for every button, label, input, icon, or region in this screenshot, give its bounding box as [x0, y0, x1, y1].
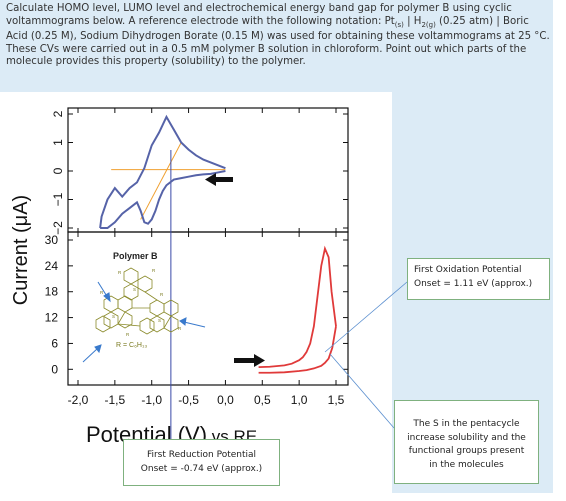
y-tick-label-bottom: 24 [45, 259, 59, 273]
y-tick-label-bottom: 30 [45, 233, 59, 247]
svg-text:S: S [112, 314, 115, 319]
svg-text:S: S [158, 318, 161, 323]
solubility-callout-line4: in the molecules [429, 459, 504, 470]
y-tick-label-bottom: 12 [45, 311, 59, 325]
svg-text:R: R [160, 292, 164, 297]
svg-text:R: R [118, 270, 122, 275]
bottom-cv-curve-reverse [258, 326, 337, 374]
figure-panel [0, 92, 392, 493]
molecule-structure [95, 267, 179, 335]
svg-text:S: S [133, 287, 136, 292]
reduction-tangent-line [140, 142, 182, 220]
blue-arrow-upper [97, 281, 111, 303]
top-cv-curve-forward [99, 114, 226, 229]
top-cv-curve-reverse [100, 170, 226, 229]
y-tick-label-top: 0 [51, 167, 65, 174]
scan-direction-arrow-right [234, 354, 265, 367]
oxidation-callout-line2: Onset = 1.11 eV (approx.) [414, 278, 533, 289]
x-tick-label: -0,5 [178, 393, 199, 407]
reduction-onset-callout: First Reduction Potential Onset = -0.74 … [123, 439, 280, 486]
y-tick-label-bottom: 6 [51, 336, 58, 350]
svg-text:R: R [152, 268, 156, 273]
blue-arrow-right [179, 317, 206, 328]
question-text: Calculate HOMO level, LUMO level and ele… [6, 3, 550, 68]
x-tick-label: -1,5 [105, 393, 126, 407]
solubility-callout-line1: The S in the pentacycle [413, 419, 520, 429]
solubility-callout-line3: functional groups present [408, 446, 525, 456]
reduction-callout-line2: Onset = -0.74 eV (approx.) [140, 463, 263, 474]
oxidation-callout-line1: First Oxidation Potential [414, 265, 522, 275]
svg-text:R: R [126, 332, 130, 337]
y-tick-label-bottom: 0 [51, 362, 58, 376]
svg-text:R: R [178, 326, 182, 331]
x-tick-label: 0,5 [254, 393, 271, 407]
x-tick-label: 0,0 [217, 393, 234, 407]
y-tick-label-top: −1 [51, 192, 65, 206]
substituent-label: R = C₆H₁₃ [116, 342, 147, 349]
legend-title: Polymer B [113, 251, 158, 261]
solubility-callout: The S in the pentacycle increase solubil… [394, 400, 539, 484]
y-tick-label-top: 2 [51, 110, 65, 117]
solubility-callout-leader [329, 353, 395, 429]
molecule-atom-labels: R R R R R R S S S [100, 268, 182, 337]
y-axis-title: Current (μA) [10, 195, 32, 305]
reduction-callout-line1: First Reduction Potential [146, 450, 257, 460]
oxidation-callout-leader [324, 281, 408, 353]
solubility-callout-line2: increase solubility and the [407, 432, 526, 443]
scan-direction-arrow-left [205, 173, 233, 186]
x-tick-label: 1,5 [328, 393, 345, 407]
bottom-cv-curve-forward [258, 245, 337, 369]
x-tick-label: 1,0 [291, 393, 308, 407]
y-tick-label-top: 1 [51, 139, 65, 146]
blue-arrow-lower [82, 344, 102, 363]
oxidation-onset-callout: First Oxidation Potential Onset = 1.11 e… [407, 258, 550, 300]
svg-text:R: R [100, 290, 104, 295]
bottom-plot-frame [67, 231, 349, 386]
x-tick-label: -2,0 [68, 393, 89, 407]
y-tick-label-top: −2 [51, 221, 65, 235]
y-tick-label-bottom: 18 [45, 285, 59, 299]
x-tick-label: -1,0 [141, 393, 162, 407]
